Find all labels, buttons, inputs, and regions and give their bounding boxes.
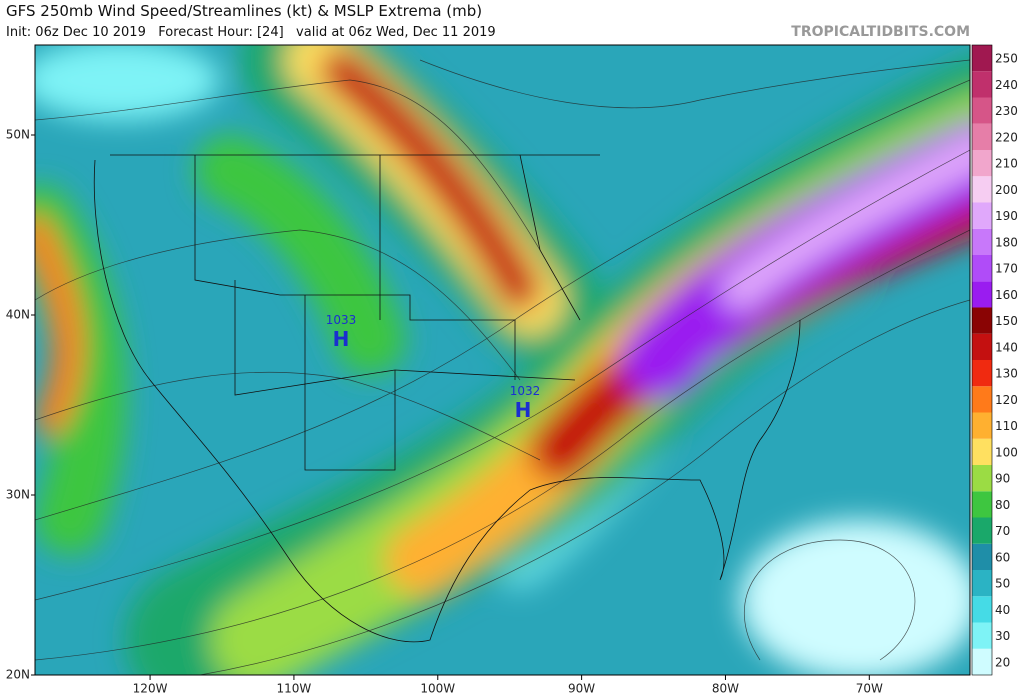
colorbar-bin <box>972 648 992 675</box>
high-symbol: H <box>515 398 532 422</box>
colorbar-label: 200 <box>995 183 1018 197</box>
colorbar-label: 100 <box>995 445 1018 459</box>
watermark: TROPICALTIDBITS.COM <box>791 24 970 40</box>
streamline <box>35 229 521 381</box>
map-field <box>35 45 970 675</box>
streamline <box>35 149 970 601</box>
x-tick-label: 110W <box>277 682 312 696</box>
colorbar-label: 80 <box>995 498 1010 512</box>
colorbar-bin <box>972 596 992 623</box>
colorbar-label: 40 <box>995 603 1010 617</box>
colorbar-bin <box>972 517 992 544</box>
high-pressure: 1033 <box>326 313 357 327</box>
colorbar-label: 70 <box>995 524 1010 538</box>
x-tick-label: 80W <box>712 682 739 696</box>
colorbar-label: 250 <box>995 52 1018 66</box>
speed-band <box>320 50 540 310</box>
colorbar-bin <box>972 228 992 255</box>
colorbar-label: 60 <box>995 550 1010 564</box>
map-frame <box>34 44 971 676</box>
colorbar-bin <box>972 202 992 229</box>
calm-region <box>740 520 970 675</box>
colorbar-frame <box>971 44 993 676</box>
y-tick-label: 20N <box>6 668 30 682</box>
colorbar-label: 20 <box>995 655 1010 669</box>
speed-band <box>195 135 405 375</box>
colorbar-bin <box>972 360 992 387</box>
colorbar-bin <box>972 333 992 360</box>
high-2: 1032 H <box>510 384 541 422</box>
colorbar-bin <box>972 150 992 177</box>
wind-field <box>35 45 970 675</box>
y-tick-label: 30N <box>6 488 30 502</box>
streamline <box>35 79 970 521</box>
subtitle: Init: 06z Dec 10 2019 Forecast Hour: [24… <box>6 25 496 40</box>
x-tick-label: 120W <box>133 682 168 696</box>
colorbar-bin <box>972 438 992 465</box>
streamline <box>743 539 916 661</box>
x-tick-label: 70W <box>856 682 883 696</box>
colorbar-bin <box>972 307 992 334</box>
colorbar-bin <box>972 491 992 518</box>
colorbar-bin <box>972 71 992 98</box>
colorbar-bin <box>972 255 992 282</box>
colorbar-bin <box>972 543 992 570</box>
state-lines <box>110 154 600 471</box>
speed-band <box>35 215 83 435</box>
colorbar-label: 150 <box>995 314 1018 328</box>
colorbar-label: 120 <box>995 393 1018 407</box>
colorbar-label: 240 <box>995 78 1018 92</box>
colorbar-label: 180 <box>995 235 1018 249</box>
colorbar-bin <box>972 123 992 150</box>
streamline <box>199 299 970 675</box>
colorbar-label: 140 <box>995 340 1018 354</box>
speed-band <box>720 132 970 310</box>
colorbar-label: 110 <box>995 419 1018 433</box>
colorbar-bin <box>972 412 992 439</box>
streamlines <box>35 59 970 675</box>
colorbar-label: 170 <box>995 262 1018 276</box>
coastline <box>93 159 801 643</box>
x-tick-label: 100W <box>420 682 455 696</box>
colorbar-bin <box>972 97 992 124</box>
calm-region <box>35 45 220 120</box>
colorbar-bin <box>972 622 992 649</box>
colorbar-label: 190 <box>995 209 1018 223</box>
colorbar-bin <box>972 45 992 72</box>
y-tick-label: 50N <box>6 128 30 142</box>
high-symbol: H <box>333 327 350 351</box>
colorbar-label: 160 <box>995 288 1018 302</box>
colorbar-label: 130 <box>995 367 1018 381</box>
streamline <box>419 59 970 109</box>
colorbar-label: 210 <box>995 157 1018 171</box>
streamline <box>35 229 970 661</box>
high-1: 1033 H <box>326 313 357 351</box>
high-pressure: 1032 <box>510 384 541 398</box>
streamline <box>35 79 541 251</box>
colorbar-label: 230 <box>995 104 1018 118</box>
colorbar-label: 220 <box>995 130 1018 144</box>
x-tick-label: 90W <box>568 682 595 696</box>
colorbar-bin <box>972 281 992 308</box>
streamline <box>35 371 541 461</box>
colorbar-bin <box>972 386 992 413</box>
colorbar-bin <box>972 465 992 492</box>
colorbar-bin <box>972 570 992 597</box>
colorbar-label: 50 <box>995 577 1010 591</box>
title: GFS 250mb Wind Speed/Streamlines (kt) & … <box>6 2 482 20</box>
colorbar-label: 90 <box>995 472 1010 486</box>
colorbar-label: 30 <box>995 629 1010 643</box>
colorbar-bin <box>972 176 992 203</box>
y-tick-label: 40N <box>6 308 30 322</box>
boundaries <box>93 154 801 643</box>
